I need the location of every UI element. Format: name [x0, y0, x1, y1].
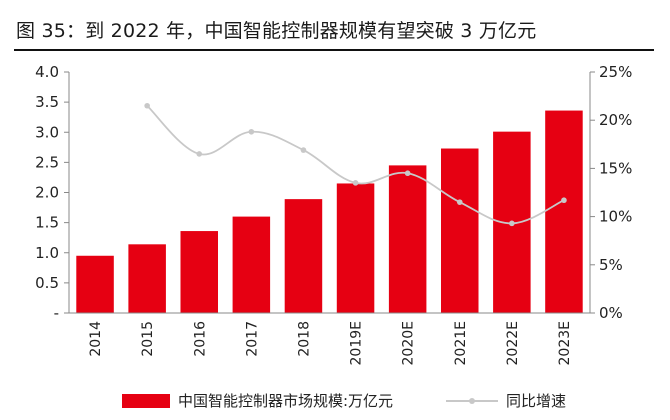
- growth-point-2018: [301, 147, 307, 153]
- x-tick-label-2018: 2018: [296, 321, 312, 357]
- x-tick-label-2017: 2017: [244, 321, 260, 357]
- chart: - 0.5 1.0 1.5 2.0 2.5 3.0 3.5 4.0 0% 5% 10% 15% 20% 25…: [0, 0, 670, 388]
- legend-bar-swatch: [122, 394, 170, 408]
- bars-layer: [76, 111, 582, 313]
- bar-2018: [285, 199, 323, 313]
- bar-2020E: [389, 165, 427, 313]
- right-tick-label: 25%: [599, 63, 632, 81]
- x-tick-label-2022E: 2022E: [505, 321, 521, 365]
- left-tick-label: 1.0: [35, 244, 59, 262]
- left-tick-label: 2.5: [35, 153, 59, 171]
- x-tick-label-2020E: 2020E: [401, 321, 417, 365]
- growth-point-2019E: [353, 180, 359, 186]
- legend-line-label: 同比增速: [506, 390, 566, 411]
- x-tick-label-2014: 2014: [88, 321, 104, 357]
- bar-2019E: [337, 183, 375, 313]
- labels-layer: - 0.5 1.0 1.5 2.0 2.5 3.0 3.5 4.0 0% 5% 10% 15% 20% 25…: [35, 63, 632, 365]
- growth-point-2021E: [457, 199, 463, 205]
- legend-item-bar: 中国智能控制器市场规模:万亿元: [122, 390, 393, 411]
- legend-bar-label: 中国智能控制器市场规模:万亿元: [178, 390, 393, 411]
- left-tick-label: 4.0: [35, 63, 59, 81]
- x-tick-label-2015: 2015: [140, 321, 156, 357]
- left-tick-label: 1.5: [35, 214, 59, 232]
- growth-point-2016: [196, 151, 202, 157]
- bar-2021E: [441, 149, 479, 313]
- right-tick-label: 10%: [599, 208, 632, 226]
- left-tick-label: 0.5: [35, 274, 59, 292]
- legend-line-swatch: [446, 394, 498, 408]
- legend: 中国智能控制器市场规模:万亿元 同比增速: [0, 388, 670, 414]
- bar-2016: [180, 231, 218, 313]
- bar-2023E: [545, 111, 583, 313]
- right-tick-label: 20%: [599, 111, 632, 129]
- x-tick-label-2021E: 2021E: [453, 321, 469, 365]
- bar-2014: [76, 256, 114, 313]
- growth-point-2020E: [405, 170, 411, 176]
- x-tick-label-2019E: 2019E: [349, 321, 365, 365]
- right-tick-label: 0%: [599, 304, 623, 322]
- left-tick-label: 2.0: [35, 184, 59, 202]
- growth-point-2022E: [509, 221, 515, 227]
- bar-2017: [233, 217, 271, 313]
- left-tick-label: 3.0: [35, 123, 59, 141]
- x-tick-label-2023E: 2023E: [557, 321, 573, 365]
- growth-point-2017: [249, 129, 255, 135]
- right-tick-label: 15%: [599, 159, 632, 177]
- bar-2015: [128, 244, 166, 313]
- growth-point-2023E: [561, 197, 567, 203]
- growth-point-2015: [144, 103, 150, 109]
- left-tick-label: 3.5: [35, 93, 59, 111]
- legend-item-line: 同比增速: [446, 390, 566, 411]
- right-tick-label: 5%: [599, 256, 623, 274]
- left-tick-label: -: [54, 304, 59, 322]
- x-tick-label-2016: 2016: [192, 321, 208, 357]
